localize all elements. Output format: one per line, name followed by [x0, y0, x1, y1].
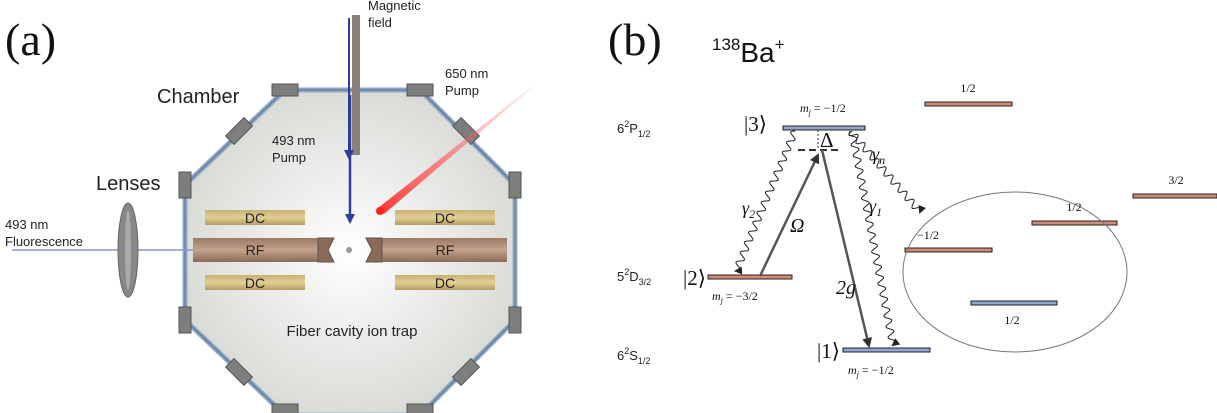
subscript: n	[879, 153, 885, 167]
port	[509, 172, 521, 198]
labels-b: |3⟩ |2⟩ |1⟩ mj = −1/2 mj = −3/2 mj = −1/…	[683, 81, 1184, 379]
rf-label: RF	[246, 242, 265, 258]
ket: |1⟩	[817, 339, 840, 363]
pump-493-label: 493 nm	[272, 133, 315, 148]
port	[407, 84, 433, 96]
ket: |2⟩	[683, 266, 706, 290]
n: 6	[617, 348, 624, 363]
subscript: 1	[876, 205, 882, 219]
rabi-drive-arrow	[760, 155, 818, 276]
n: 5	[617, 269, 624, 284]
port	[179, 172, 191, 198]
level-name: 52D3/2	[617, 267, 651, 287]
dc-label: DC	[435, 275, 455, 291]
lens-highlight	[125, 210, 131, 290]
leakage-ellipse	[903, 192, 1127, 352]
ion-label: 138Ba+	[712, 35, 785, 68]
level-name: 62P1/2	[617, 119, 650, 139]
j: 3/2	[639, 277, 652, 287]
rf-label: RF	[436, 242, 455, 258]
charge: +	[775, 35, 785, 54]
rabi-label: Ω	[790, 215, 804, 237]
orbital: S	[629, 348, 638, 363]
mj-label: mj = −1/2	[800, 101, 846, 117]
n: 6	[617, 121, 624, 136]
panel-label: (b)	[608, 14, 662, 65]
detuning-label: Δ	[820, 128, 834, 152]
level-names: 62P1/2 52D3/2 62S1/2	[617, 119, 651, 366]
coupling-label: 2g	[836, 277, 856, 299]
orbital: P	[629, 121, 638, 136]
gamma-label: γ1	[869, 196, 882, 219]
decay-gamma-n	[849, 131, 921, 212]
chamber-label: Chamber	[157, 86, 240, 108]
fluorescence-label: Fluorescence	[5, 234, 83, 249]
mj-label: mj = −3/2	[712, 289, 758, 305]
j: 1/2	[638, 129, 651, 139]
j: 1/2	[638, 356, 651, 366]
magnetic-field-label: Magnetic	[368, 0, 421, 13]
page: (a) DC DC	[0, 0, 1217, 413]
gamma-label: γ2	[742, 198, 755, 221]
orbital: D	[629, 269, 638, 284]
dc-label: DC	[435, 210, 455, 226]
sublevel-label: 3/2	[1168, 173, 1183, 187]
port	[272, 84, 298, 96]
gamma-label: γn	[872, 144, 885, 167]
ket: |3⟩	[744, 112, 767, 136]
panel-b: (b) 138Ba+ 62P1/2 52D3/2 62S1/2 |3⟩ |2⟩ …	[608, 14, 1217, 379]
level-2	[708, 275, 792, 279]
symbol: m	[712, 289, 721, 303]
fluorescence-label: 493 nm	[5, 217, 48, 232]
zeeman-level	[1133, 194, 1217, 198]
panel-a: (a) DC DC	[5, 0, 535, 413]
port	[407, 404, 433, 413]
laser-spot	[376, 207, 384, 215]
value: = −1/2	[811, 101, 846, 115]
magnet-rod	[352, 15, 360, 155]
symbol: m	[848, 363, 857, 377]
port	[509, 307, 521, 333]
mj-label: mj = −1/2	[848, 363, 894, 379]
subscript: 2	[749, 207, 755, 221]
mass: 138	[712, 35, 740, 54]
zeeman-level	[925, 102, 1012, 106]
level-1	[843, 348, 930, 352]
value: = −1/2	[859, 363, 894, 377]
sublevel-label: −1/2	[917, 228, 939, 242]
dc-label: DC	[245, 210, 265, 226]
caption: Fiber cavity ion trap	[287, 323, 418, 340]
port	[272, 404, 298, 413]
sublevel-label: 1/2	[1066, 200, 1081, 214]
symbol: m	[800, 101, 809, 115]
value: = −3/2	[723, 289, 758, 303]
figure: (a) DC DC	[0, 0, 1217, 413]
panel-label: (a)	[5, 14, 56, 65]
lenses-label: Lenses	[96, 173, 161, 195]
level-name: 62S1/2	[617, 346, 650, 366]
pump-493-label: Pump	[272, 150, 306, 165]
port	[179, 307, 191, 333]
magnetic-field-label: field	[368, 15, 392, 30]
zeeman-level	[971, 301, 1057, 305]
pump-650-label: 650 nm	[445, 66, 488, 81]
zeeman-level	[905, 248, 992, 252]
sublevel-label: 1/2	[960, 81, 975, 95]
pump-650-label: Pump	[445, 83, 479, 98]
dc-label: DC	[245, 275, 265, 291]
element: Ba	[740, 37, 775, 68]
ion	[346, 247, 352, 253]
sublevel-label: 1/2	[1004, 313, 1019, 327]
